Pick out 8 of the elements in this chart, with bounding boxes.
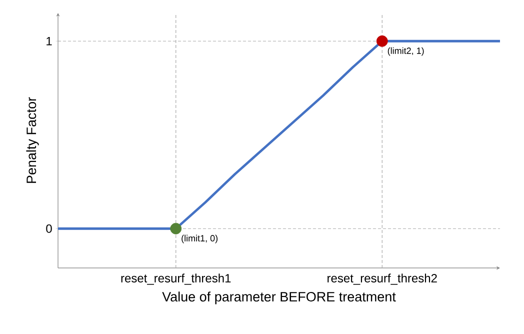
x-tick-label: reset_resurf_thresh2 (328, 274, 437, 285)
y-tick-label: 0 (46, 224, 52, 233)
annotation: (limit1, 0) (182, 234, 218, 244)
annotation: (limit2, 1) (388, 47, 424, 56)
y-axis-title: Penalty Factor (26, 97, 39, 183)
y-tick-label: 1 (46, 36, 52, 46)
x-axis-title: Value of parameter BEFORE treatment (162, 292, 396, 304)
x-tick-label: reset_resurf_thresh1 (121, 274, 231, 285)
